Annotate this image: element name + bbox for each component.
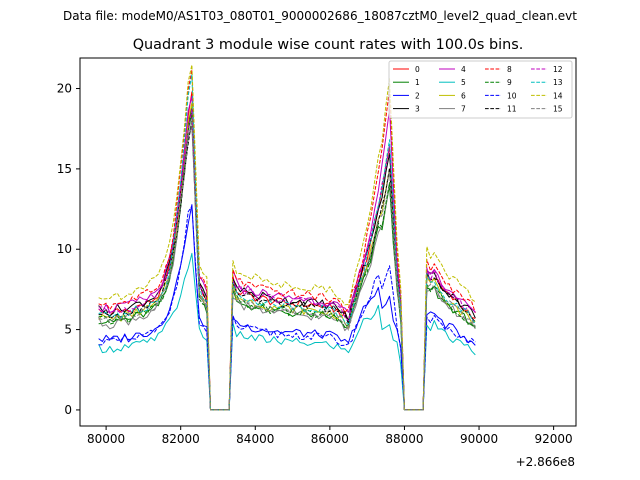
series-line-15 [98, 119, 476, 411]
legend-label-5: 5 [461, 78, 466, 87]
x-axis: 80000 82000 84000 86000 88000 90000 92000 [87, 426, 573, 446]
x-offset-label: +2.866e8 [516, 455, 575, 469]
legend-label-15: 15 [553, 105, 563, 114]
series-layer [98, 64, 476, 411]
legend-label-3: 3 [415, 105, 420, 114]
y-tick-label: 0 [64, 403, 72, 417]
figure-suptitle: Data file: modeM0/AS1T03_080T01_90000026… [63, 9, 577, 23]
x-tick-label: 82000 [162, 432, 200, 446]
series-line-13 [98, 73, 476, 411]
x-tick-label: 90000 [460, 432, 498, 446]
legend-label-7: 7 [461, 105, 466, 114]
x-tick-label: 86000 [311, 432, 349, 446]
axes-frame [79, 57, 577, 427]
legend-label-6: 6 [461, 91, 466, 100]
x-tick-label: 92000 [535, 432, 573, 446]
legend-label-13: 13 [553, 78, 563, 87]
legend-label-2: 2 [415, 91, 420, 100]
plot-area [80, 58, 576, 426]
legend-label-8: 8 [507, 65, 512, 74]
legend-label-12: 12 [553, 65, 563, 74]
legend-label-4: 4 [461, 65, 466, 74]
legend-label-0: 0 [415, 65, 420, 74]
legend-label-11: 11 [507, 105, 517, 114]
y-tick-label: 20 [57, 82, 72, 96]
x-tick-label: 88000 [385, 432, 423, 446]
y-axis: 0 5 10 15 20 [57, 82, 80, 417]
legend-label-9: 9 [507, 78, 512, 87]
legend-label-1: 1 [415, 78, 420, 87]
legend-label-10: 10 [507, 91, 517, 100]
y-tick-label: 10 [57, 242, 72, 256]
x-tick-label: 84000 [236, 432, 274, 446]
y-tick-label: 15 [57, 162, 72, 176]
x-tick-label: 80000 [87, 432, 125, 446]
legend-frame [388, 60, 573, 119]
legend-label-14: 14 [553, 91, 563, 100]
chart-title: Quadrant 3 module wise count rates with … [133, 37, 524, 53]
y-tick-label: 5 [64, 323, 72, 337]
